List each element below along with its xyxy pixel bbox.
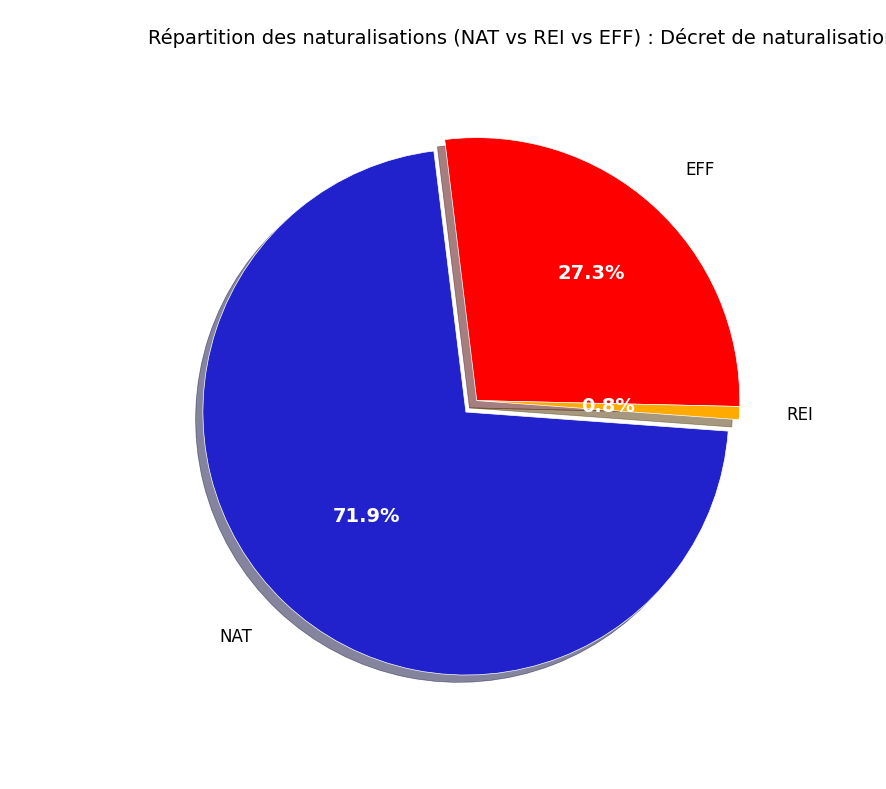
Text: EFF: EFF	[684, 162, 713, 179]
Text: REI: REI	[786, 406, 812, 424]
Text: Répartition des naturalisations (NAT vs REI vs EFF) : Décret de naturalisation N: Répartition des naturalisations (NAT vs …	[148, 28, 886, 48]
Wedge shape	[203, 151, 727, 675]
Text: 27.3%: 27.3%	[557, 264, 625, 283]
Text: 0.8%: 0.8%	[580, 398, 634, 417]
Wedge shape	[477, 401, 739, 420]
Wedge shape	[444, 137, 739, 406]
Text: NAT: NAT	[219, 628, 252, 646]
Text: 71.9%: 71.9%	[332, 507, 400, 526]
